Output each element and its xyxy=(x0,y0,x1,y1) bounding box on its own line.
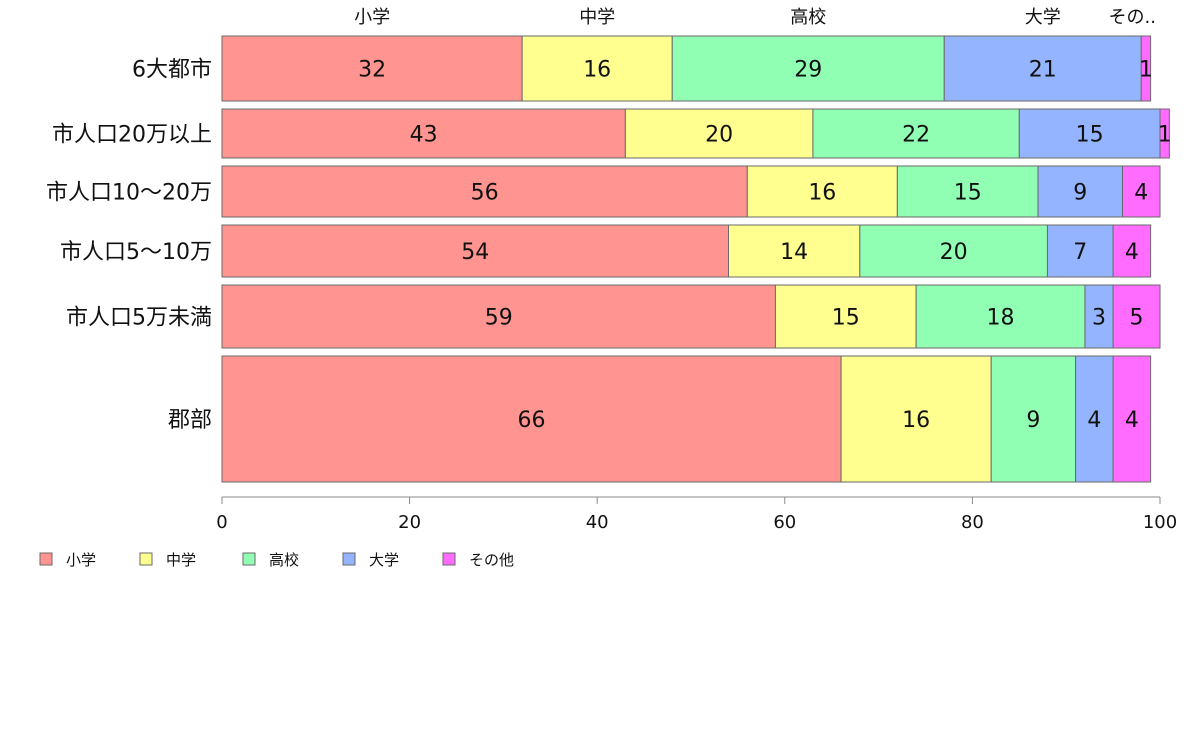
category-label: 郡部 xyxy=(168,408,212,433)
data-label: 4 xyxy=(1125,240,1139,265)
bar-segment xyxy=(1046,224,1114,278)
bar-segment xyxy=(671,35,945,102)
data-label: 32 xyxy=(358,58,386,83)
bar-segment xyxy=(840,355,992,483)
bar-segment xyxy=(1159,108,1170,159)
bar-segment xyxy=(728,224,861,278)
bar-segment xyxy=(624,108,814,159)
data-label: 16 xyxy=(583,58,611,83)
data-label: 3 xyxy=(1092,306,1106,331)
legend-swatch xyxy=(442,552,456,566)
data-label: 29 xyxy=(794,58,822,83)
top-series-labels: 小学 中学 高校 大学 その.. xyxy=(354,7,1156,28)
legend-label: その他 xyxy=(469,551,514,569)
bar-segment xyxy=(521,35,673,102)
data-label: 15 xyxy=(954,181,982,206)
bar-segment xyxy=(1112,355,1152,483)
bar-segment xyxy=(1084,284,1114,349)
bar-segment xyxy=(774,284,917,349)
data-label: 21 xyxy=(1029,58,1057,83)
legend-swatch xyxy=(242,552,256,566)
bar-segment xyxy=(1037,165,1123,218)
bar-segment xyxy=(990,355,1077,483)
data-label: 14 xyxy=(780,240,808,265)
bar-segment xyxy=(896,165,1039,218)
bar-segment xyxy=(859,224,1048,278)
bar-segment xyxy=(221,165,748,218)
legend-label: 中学 xyxy=(166,551,196,569)
category-label: 6大都市 xyxy=(132,58,212,83)
x-tick-label: 60 xyxy=(773,512,796,533)
data-label: 9 xyxy=(1073,181,1087,206)
bar-segment xyxy=(943,35,1142,102)
bar-segment xyxy=(1112,284,1161,349)
data-label: 56 xyxy=(471,181,499,206)
top-series-label: 中学 xyxy=(579,7,615,28)
data-label: 15 xyxy=(1076,123,1104,148)
bar-segment xyxy=(1140,35,1152,102)
x-tick-label: 80 xyxy=(961,512,984,533)
category-label: 市人口5万未満 xyxy=(66,306,212,331)
x-tick-label: 40 xyxy=(586,512,609,533)
data-label: 15 xyxy=(832,306,860,331)
x-tick-label: 100 xyxy=(1143,512,1177,533)
legend-label: 大学 xyxy=(369,551,399,569)
data-label: 4 xyxy=(1087,408,1101,433)
data-label: 66 xyxy=(518,408,546,433)
legend-swatch xyxy=(139,552,153,566)
bar-segment xyxy=(221,35,523,102)
data-label: 16 xyxy=(902,408,930,433)
top-series-label: 小学 xyxy=(354,7,390,28)
legend-label: 高校 xyxy=(269,551,299,569)
top-series-label: その.. xyxy=(1109,7,1156,28)
data-label: 4 xyxy=(1134,181,1148,206)
data-label: 18 xyxy=(987,306,1015,331)
data-label: 5 xyxy=(1130,306,1144,331)
bar-segment xyxy=(221,224,730,278)
category-label: 市人口5〜10万 xyxy=(60,240,212,265)
bar-segment xyxy=(915,284,1086,349)
data-label: 54 xyxy=(461,240,489,265)
legend-swatch xyxy=(342,552,356,566)
bar-segment xyxy=(812,108,1020,159)
bar-segment xyxy=(221,355,842,483)
bar-segment xyxy=(221,108,626,159)
bar-segment xyxy=(1112,224,1152,278)
data-label: 16 xyxy=(808,181,836,206)
legend-swatch xyxy=(39,552,53,566)
data-label: 20 xyxy=(705,123,733,148)
data-label: 1 xyxy=(1158,123,1172,148)
category-label: 市人口10〜20万 xyxy=(46,181,212,206)
top-series-label: 大学 xyxy=(1025,7,1061,28)
data-label: 7 xyxy=(1073,240,1087,265)
top-series-label: 高校 xyxy=(790,7,826,28)
bars-layer: 32 16 29 21 143 20 22 15 156 16 15 9 454 14 20 7 459 15 18… xyxy=(221,35,1172,483)
data-label: 22 xyxy=(902,123,930,148)
category-label: 市人口20万以上 xyxy=(52,123,212,148)
x-axis: 0 20 40 60 80 100 xyxy=(216,496,1177,533)
bar-segment xyxy=(1121,165,1161,218)
bar-segment xyxy=(1018,108,1161,159)
bar-segment xyxy=(221,284,776,349)
data-label: 20 xyxy=(940,240,968,265)
legend: 小学 中学 高校 大学 その他 xyxy=(39,551,514,569)
data-label: 4 xyxy=(1125,408,1139,433)
data-label: 59 xyxy=(485,306,513,331)
legend-label: 小学 xyxy=(66,551,96,569)
x-tick-label: 0 xyxy=(216,512,227,533)
data-label: 1 xyxy=(1139,58,1153,83)
data-label: 43 xyxy=(410,123,438,148)
x-tick-label: 20 xyxy=(398,512,421,533)
data-label: 9 xyxy=(1026,408,1040,433)
